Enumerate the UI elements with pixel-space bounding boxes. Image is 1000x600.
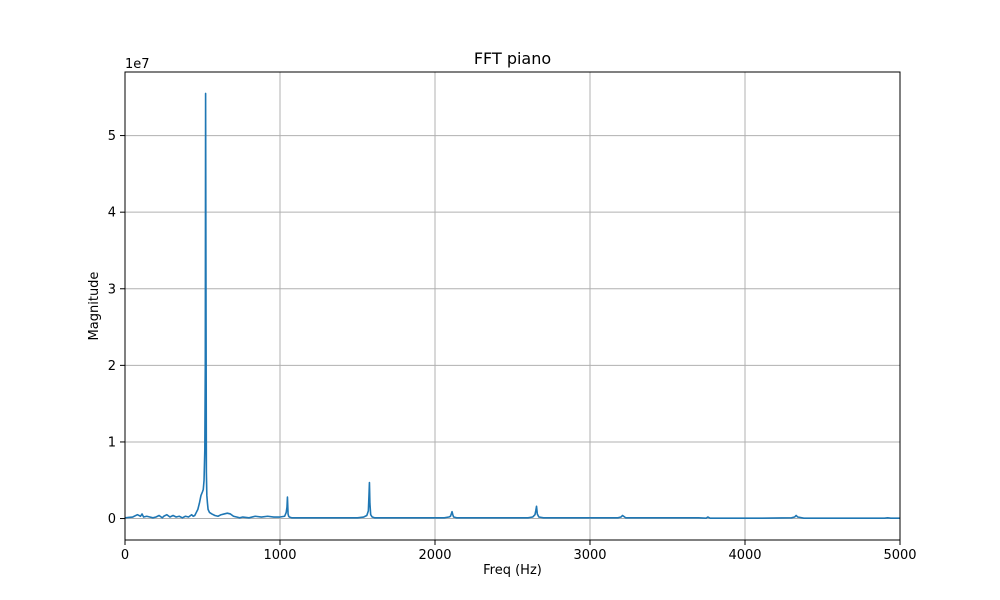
- y-tick-label: 5: [108, 129, 116, 144]
- y-axis-label: Magnitude: [87, 272, 102, 341]
- x-tick-label: 5000: [883, 548, 916, 563]
- tick-layer: 0 1000 2000 3000 4000 5000 0 1 2 3 4 5: [108, 129, 917, 563]
- x-axis-label: Freq (Hz): [483, 563, 542, 578]
- y-offset-text: 1e7: [125, 57, 150, 72]
- line-layer: [124, 92, 900, 519]
- y-tick-label: 1: [108, 435, 116, 450]
- chart-title: FFT piano: [474, 49, 551, 68]
- x-tick-label: 4000: [728, 548, 761, 563]
- y-tick-label: 4: [108, 206, 116, 221]
- y-tick-label: 0: [108, 512, 116, 527]
- x-tick-label: 2000: [418, 548, 451, 563]
- x-tick-label: 0: [121, 548, 129, 563]
- y-tick-label: 3: [108, 282, 116, 297]
- y-tick-label: 2: [108, 359, 116, 374]
- x-tick-label: 3000: [573, 548, 606, 563]
- plot-frame: [124, 71, 901, 541]
- x-tick-label: 1000: [263, 548, 296, 563]
- series-line: [124, 92, 900, 519]
